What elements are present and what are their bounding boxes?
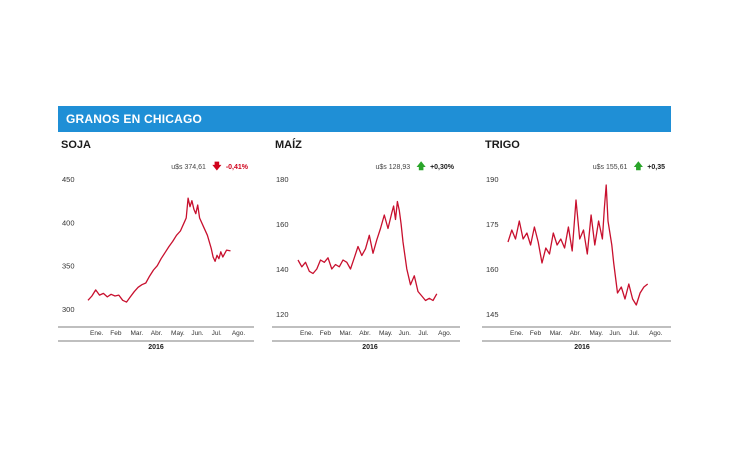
header-title: GRANOS EN CHICAGO <box>66 112 203 126</box>
y-tick-label: 160 <box>486 265 499 274</box>
arrow-down-icon: 🡇 <box>212 161 222 171</box>
price-value: u$s 374,61 <box>171 164 206 171</box>
y-tick-label: 180 <box>276 175 289 184</box>
panel-title: SOJA <box>61 139 91 151</box>
x-tick-label: Jul. <box>418 330 428 337</box>
series-line <box>87 197 231 303</box>
series-line <box>297 200 438 302</box>
arrow-up-icon: 🡅 <box>633 161 643 171</box>
series-line <box>507 184 649 306</box>
header-bar: GRANOS EN CHICAGO <box>58 106 671 132</box>
chart-panel-trigo: TRIGO u$s 155,61 🡅 +0,35 145 160 175 190 Ene… <box>482 134 671 356</box>
price-change: -0,41% <box>225 164 248 171</box>
x-tick-label: Ene. <box>90 330 104 337</box>
y-tick-label: 145 <box>486 310 499 319</box>
chart-svg: 300 350 400 450 Ene. Feb Mar. Abr. May. Jun. Jul. A… <box>58 175 254 342</box>
x-tick-label: Abr. <box>359 330 371 337</box>
x-tick-label: Jun. <box>191 330 203 337</box>
x-tick-label: Jul. <box>212 330 222 337</box>
x-tick-label: Abr. <box>570 330 582 337</box>
x-tick-label: Jun. <box>609 330 621 337</box>
x-tick-label: Ago. <box>438 330 452 337</box>
x-tick-label: Ene. <box>510 330 524 337</box>
y-tick-label: 140 <box>276 265 289 274</box>
x-tick-label: Mar. <box>550 330 563 337</box>
chart-panel-maiz: MAÍZ u$s 128,93 🡅 +0,30% 120 140 160 180 Ene… <box>272 134 460 356</box>
x-tick-label: Feb <box>530 330 542 337</box>
price-change: +0,35 <box>647 164 665 171</box>
y-tick-label: 175 <box>486 220 499 229</box>
x-axis-label: 2016 <box>574 344 590 351</box>
x-tick-label: May. <box>171 330 185 337</box>
x-tick-label: May. <box>379 330 393 337</box>
panel-title: TRIGO <box>485 139 520 151</box>
y-tick-label: 190 <box>486 175 499 184</box>
y-tick-label: 300 <box>62 305 75 314</box>
y-tick-label: 450 <box>62 175 75 184</box>
price-row: u$s 374,61 🡇 -0,41% <box>171 159 248 175</box>
y-tick-label: 400 <box>62 218 75 227</box>
y-tick-label: 120 <box>276 310 289 319</box>
chart-svg: 120 140 160 180 Ene. Feb Mar. Abr. May. Jun. Jul. A… <box>272 175 460 342</box>
x-tick-label: Jun. <box>399 330 411 337</box>
price-value: u$s 128,93 <box>375 164 411 171</box>
x-tick-label: Mar. <box>131 330 144 337</box>
price-row: u$s 128,93 🡅 +0,30% <box>376 159 455 175</box>
price-value: u$s 155,61 <box>592 164 628 171</box>
x-tick-label: Jul. <box>629 330 639 337</box>
y-tick-label: 160 <box>276 220 289 229</box>
x-axis-label: 2016 <box>362 344 378 351</box>
x-tick-label: May. <box>589 330 603 337</box>
chart-panel-soja: SOJA u$s 374,61 🡇 -0,41% 300 350 400 450 Ene… <box>58 134 254 356</box>
price-row: u$s 155,61 🡅 +0,35 <box>593 159 665 175</box>
x-tick-label: Ago. <box>649 330 663 337</box>
x-tick-label: Abr. <box>151 330 163 337</box>
x-tick-label: Mar. <box>339 330 352 337</box>
price-change: +0,30% <box>430 164 454 171</box>
x-tick-label: Ene. <box>300 330 314 337</box>
panel-title: MAÍZ <box>275 139 302 151</box>
x-tick-label: Ago. <box>232 330 246 337</box>
x-axis-label: 2016 <box>148 344 164 351</box>
chart-svg: 145 160 175 190 Ene. Feb Mar. Abr. May. Jun. Jul. A… <box>482 175 671 342</box>
x-tick-label: Feb <box>320 330 332 337</box>
x-tick-label: Feb <box>110 330 122 337</box>
y-tick-label: 350 <box>62 262 75 271</box>
arrow-up-icon: 🡅 <box>416 161 426 171</box>
